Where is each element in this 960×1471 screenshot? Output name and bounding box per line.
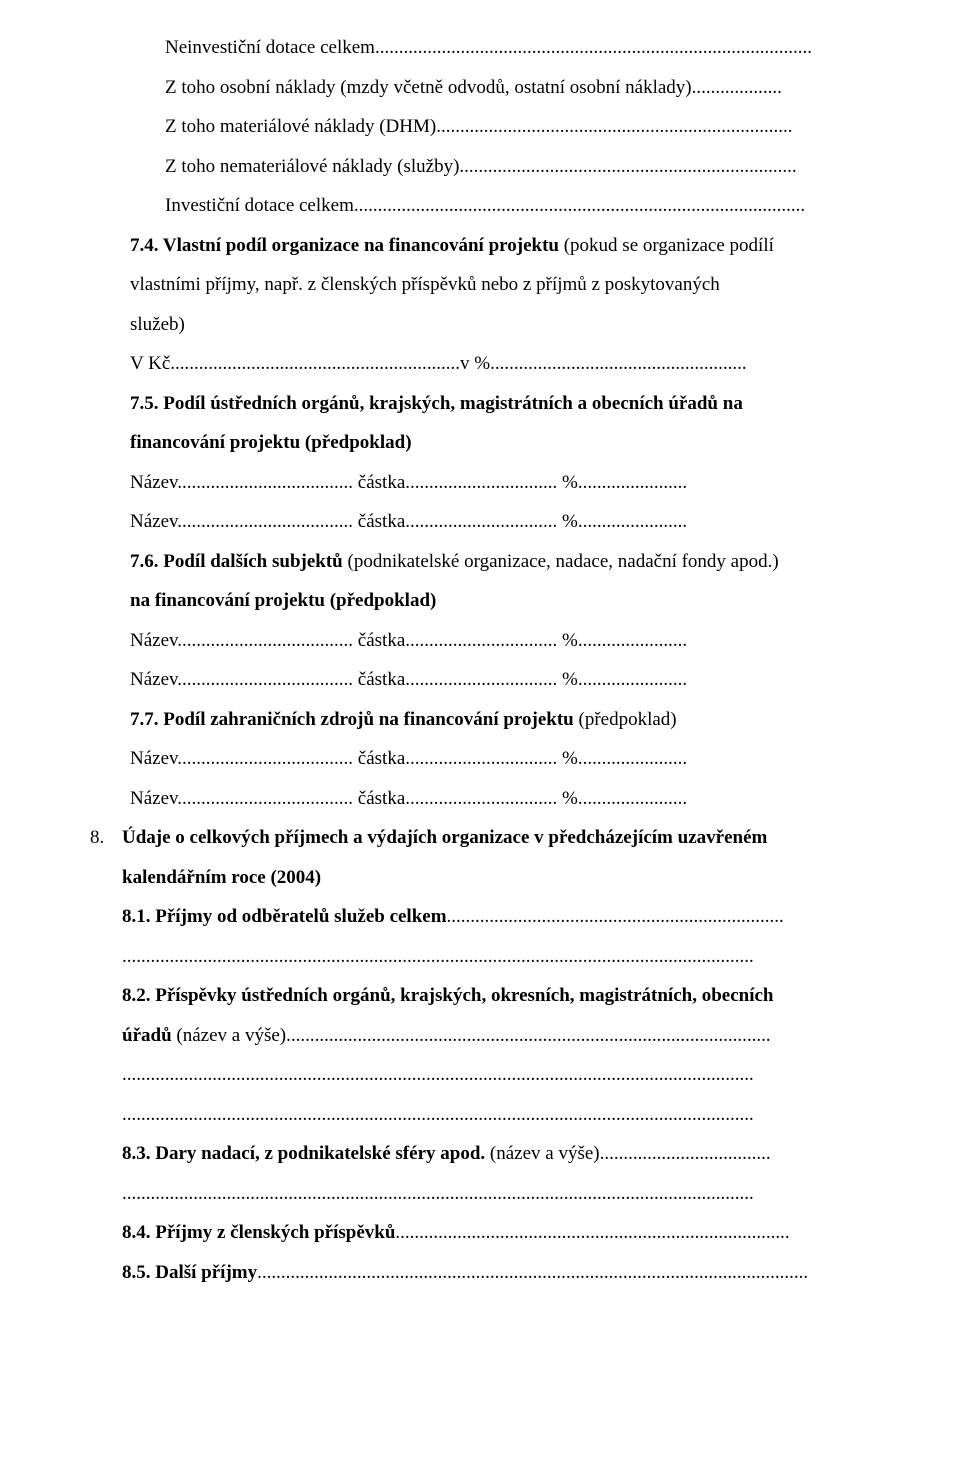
leader-dots: .................................... <box>600 1143 771 1164</box>
section-8-3-line: 8.3. Dary nadací, z podnikatelské sféry … <box>122 1134 870 1174</box>
section-7-4-note: (pokud se organizace podílí <box>564 235 774 256</box>
section-7-6-line1: 7.6. Podíl dalších subjektů (podnikatels… <box>90 542 870 582</box>
section-8-3-note: (název a výše) <box>490 1143 600 1164</box>
section-8-4-line: 8.4. Příjmy z členských příspěvků.......… <box>122 1213 870 1253</box>
section-8-4-heading: 8.4. Příjmy z členských příspěvků <box>122 1222 395 1243</box>
ordered-list-8: 8. Údaje o celkových příjmech a výdajích… <box>90 818 870 1292</box>
leader-dots: ........................................… <box>286 1025 771 1046</box>
section-8-2-heading: 8.2. Příspěvky ústředních orgánů, krajsk… <box>122 976 870 1016</box>
section-8-1-heading: 8.1. Příjmy od odběratelů služeb celkem <box>122 906 447 927</box>
paragraph-line: Název...................................… <box>90 779 870 819</box>
section-8-1-line: 8.1. Příjmy od odběratelů služeb celkem.… <box>122 897 870 937</box>
paragraph-line: Z toho nemateriálové náklady (služby)...… <box>90 147 870 187</box>
paragraph-line: Název...................................… <box>90 739 870 779</box>
leader-dots: ........................................… <box>395 1222 789 1243</box>
paragraph-line: ........................................… <box>122 1095 870 1135</box>
list-item-8: 8. Údaje o celkových příjmech a výdajích… <box>122 818 870 1292</box>
paragraph-line: ........................................… <box>122 1055 870 1095</box>
section-8-3-heading: 8.3. Dary nadací, z podnikatelské sféry … <box>122 1143 490 1164</box>
section-8-5-heading: 8.5. Další příjmy <box>122 1262 257 1283</box>
paragraph-line: Z toho materiálové náklady (DHM)........… <box>90 107 870 147</box>
document-page: Neinvestiční dotace celkem..............… <box>0 0 960 1471</box>
section-7-6-note: (podnikatelské organizace, nadace, nadač… <box>348 551 779 572</box>
paragraph-line: služeb) <box>90 305 870 345</box>
section-8-5-line: 8.5. Další příjmy.......................… <box>122 1253 870 1293</box>
section-8-heading-cont: kalendářním roce (2004) <box>122 858 870 898</box>
leader-dots: ........................................… <box>257 1262 808 1283</box>
section-7-7-note: (předpoklad) <box>579 709 677 730</box>
paragraph-line: Z toho osobní náklady (mzdy včetně odvod… <box>90 68 870 108</box>
leader-dots: ........................................… <box>447 906 784 927</box>
section-7-5-heading: 7.5. Podíl ústředních orgánů, krajských,… <box>90 384 870 424</box>
paragraph-line: V Kč....................................… <box>90 344 870 384</box>
section-7-7-line1: 7.7. Podíl zahraničních zdrojů na financ… <box>90 700 870 740</box>
section-7-6-heading-cont: na financování projektu (předpoklad) <box>90 581 870 621</box>
section-7-5-heading-cont: financování projektu (předpoklad) <box>90 423 870 463</box>
section-8-heading: Údaje o celkových příjmech a výdajích or… <box>122 818 870 858</box>
list-number-8: 8. <box>90 818 104 858</box>
paragraph-line: ........................................… <box>122 1174 870 1214</box>
paragraph-line: Název...................................… <box>90 502 870 542</box>
paragraph-line: Název...................................… <box>90 621 870 661</box>
paragraph-line: Název...................................… <box>90 660 870 700</box>
section-8-2-note: (název a výše) <box>176 1025 286 1046</box>
section-7-4-line1: 7.4. Vlastní podíl organizace na financo… <box>90 226 870 266</box>
paragraph-line: vlastními příjmy, např. z členských přís… <box>90 265 870 305</box>
section-7-7-heading: 7.7. Podíl zahraničních zdrojů na financ… <box>130 709 579 730</box>
section-8-2-subheading: úřadů <box>122 1025 176 1046</box>
paragraph-line: Neinvestiční dotace celkem..............… <box>90 28 870 68</box>
paragraph-line: Investiční dotace celkem................… <box>90 186 870 226</box>
section-8-2-line2: úřadů (název a výše)....................… <box>122 1016 870 1056</box>
paragraph-line: Název...................................… <box>90 463 870 503</box>
section-7-6-heading: 7.6. Podíl dalších subjektů <box>130 551 348 572</box>
paragraph-line: ........................................… <box>122 937 870 977</box>
section-7-4-heading: 7.4. Vlastní podíl organizace na financo… <box>130 235 564 256</box>
